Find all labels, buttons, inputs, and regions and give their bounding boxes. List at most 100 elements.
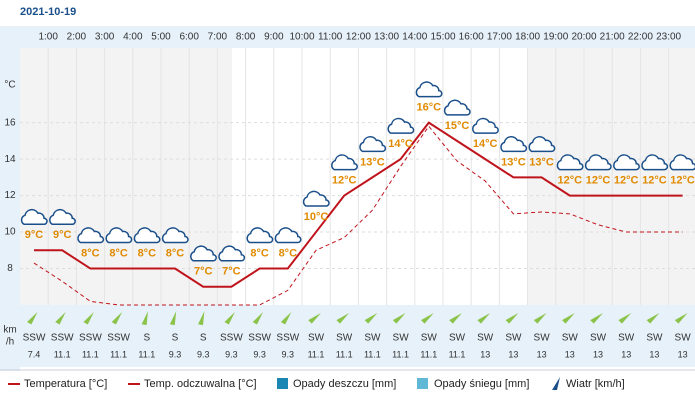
wind-arrow: [336, 313, 350, 324]
wind-speed: 11.1: [364, 349, 381, 359]
legend-swatch: [277, 378, 288, 389]
axis-strip: [0, 26, 20, 371]
wind-arrow: [169, 311, 177, 326]
wind-speed: 11.1: [308, 349, 325, 359]
wind-speed: 13: [565, 349, 575, 359]
wind-speed: 11.1: [449, 349, 466, 359]
wind-speed: 11.1: [420, 349, 437, 359]
wind-direction: SSW: [23, 333, 46, 344]
data-label: 12°C: [558, 174, 583, 186]
wind-arrow: [308, 313, 321, 324]
wind-speed: 11.1: [392, 349, 409, 359]
data-label: 7°C: [222, 266, 241, 278]
wind-arrow: [533, 313, 547, 324]
x-tick-label: 7:00: [208, 32, 228, 43]
wind-speed: 13: [649, 349, 659, 359]
wind-unit: /h: [6, 337, 14, 348]
weather-icon: [161, 227, 189, 244]
data-label: 15°C: [445, 120, 470, 132]
wind-direction: SW: [646, 333, 663, 344]
arrow-shape: [533, 313, 547, 324]
wind-speed: 13: [678, 349, 688, 359]
data-label: 13°C: [529, 156, 554, 168]
wind-speed: 7.4: [28, 349, 41, 359]
x-tick-label: 20:00: [571, 32, 596, 43]
legend-label: Temp. odczuwalna [°C]: [144, 378, 257, 390]
weather-icon: [246, 227, 274, 244]
data-label: 14°C: [473, 138, 498, 150]
x-tick-label: 12:00: [346, 32, 371, 43]
wind-direction: SSW: [276, 333, 299, 344]
weather-icon: [415, 81, 443, 98]
arrow-shape: [111, 311, 123, 325]
wind-unit: km: [3, 325, 16, 336]
legend-label: Temperatura [°C]: [24, 378, 107, 390]
wind-arrow: [477, 313, 491, 324]
arrow-shape: [27, 311, 38, 325]
arrow-shape: [449, 313, 462, 324]
wind-direction: S: [200, 333, 207, 344]
wind-speed: 9.3: [225, 349, 238, 359]
data-label: 12°C: [670, 174, 695, 186]
wind-arrow: [83, 311, 94, 325]
arrow-shape: [141, 311, 149, 326]
wind-speed: 11.1: [138, 349, 155, 359]
x-tick-label: 2:00: [67, 32, 87, 43]
arrow-shape: [169, 311, 177, 326]
wind-direction: SSW: [248, 333, 271, 344]
wind-speed: 9.3: [197, 349, 210, 359]
x-tick-label: 21:00: [600, 32, 625, 43]
arrow-shape: [590, 313, 603, 324]
weather-icon: [387, 117, 415, 134]
wind-direction: S: [172, 333, 179, 344]
x-tick-label: 23:00: [656, 32, 681, 43]
wind-arrow: [111, 311, 123, 325]
weather-icon: [274, 227, 302, 244]
x-tick-label: 16:00: [459, 32, 484, 43]
data-label: 7°C: [194, 266, 213, 278]
y-tick-label: 8: [7, 263, 13, 274]
x-tick-label: 19:00: [543, 32, 568, 43]
chart-title: 2021-10-19: [20, 6, 76, 18]
wind-direction: SW: [477, 333, 494, 344]
data-label: 13°C: [360, 156, 385, 168]
wind-speed: 11.1: [82, 349, 99, 359]
arrow-shape: [562, 313, 575, 324]
wind-arrow: [55, 311, 66, 325]
x-tick-label: 3:00: [95, 32, 115, 43]
x-tick-label: 4:00: [123, 32, 143, 43]
arrow-shape: [505, 313, 519, 324]
data-label: 12°C: [614, 174, 639, 186]
weather-icon: [556, 154, 584, 171]
arrow-shape: [83, 311, 94, 325]
weather-icon: [359, 136, 387, 153]
weather-icon: [331, 154, 358, 171]
data-label: 13°C: [501, 156, 526, 168]
wind-arrow: [141, 311, 149, 326]
wind-direction: SW: [449, 333, 466, 344]
data-label: 12°C: [332, 174, 357, 186]
weather-icon: [443, 99, 471, 116]
weather-icon: [302, 190, 330, 207]
x-tick-label: 22:00: [628, 32, 653, 43]
legend-label: Wiatr [km/h]: [566, 378, 625, 390]
wind-speed: 13: [480, 349, 490, 359]
wind-direction: SW: [393, 333, 410, 344]
weather-icon: [20, 208, 48, 226]
wind-arrow: [280, 311, 292, 325]
data-label: 8°C: [109, 247, 128, 259]
wind-speed: 9.3: [253, 349, 266, 359]
wind-direction: SSW: [107, 333, 130, 344]
wind-arrow: [364, 313, 378, 324]
x-tick-label: 1:00: [38, 32, 58, 43]
wind-arrow: [562, 313, 575, 324]
night-shade: [20, 48, 232, 305]
wind-direction: SW: [534, 333, 551, 344]
arrow-shape: [646, 313, 660, 324]
wind-speed: 9.3: [282, 349, 295, 359]
x-tick-label: 15:00: [430, 32, 455, 43]
x-tick-label: 18:00: [515, 32, 540, 43]
arrow-shape: [674, 313, 688, 324]
wind-speed: 11.1: [336, 349, 353, 359]
